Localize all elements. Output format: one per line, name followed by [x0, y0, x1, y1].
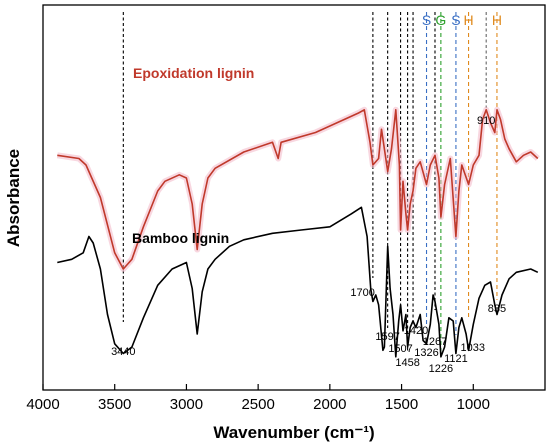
- peak-label-1597: 1597: [375, 331, 399, 343]
- peak-label-3440: 3440: [111, 346, 135, 358]
- spectra-curves: [56, 106, 540, 358]
- x-tick-label-1000: 1000: [457, 396, 490, 413]
- series-line-bamboo: [57, 206, 539, 358]
- x-tick-label-4000: 4000: [26, 396, 59, 413]
- x-axis-title: Wavenumber (cm⁻¹): [213, 423, 374, 442]
- peak-label-1458: 1458: [395, 357, 419, 369]
- x-tick-label-1500: 1500: [385, 396, 418, 413]
- peak-label-1121: 1121: [444, 353, 468, 365]
- peak-label-1033: 1033: [461, 342, 485, 354]
- band-label-s-2: S: [451, 12, 460, 28]
- x-tick-label-3500: 3500: [98, 396, 131, 413]
- peak-label-835: 835: [488, 303, 506, 315]
- x-tick-label-2000: 2000: [313, 396, 346, 413]
- peak-label-1226: 1226: [429, 363, 453, 375]
- series-label-epoxidation: Epoxidation lignin: [133, 65, 254, 81]
- peak-label-1700: 1700: [350, 287, 374, 299]
- x-tick-label-3000: 3000: [170, 396, 203, 413]
- peak-label-910: 910: [477, 115, 495, 127]
- band-label-h-3: H: [463, 12, 473, 28]
- band-label-g-1: G: [435, 12, 446, 28]
- band-label-s-0: S: [422, 12, 431, 28]
- series-line-epoxidation: [57, 109, 539, 270]
- series-halo-epoxidation: [56, 106, 540, 272]
- plot-frame: [42, 4, 546, 391]
- peak-label-1420: 1420: [404, 325, 428, 337]
- series-label-bamboo: Bamboo lignin: [132, 230, 229, 246]
- y-axis-title: Absorbance: [4, 149, 23, 247]
- peak-label-1326: 1326: [414, 347, 438, 359]
- band-label-h-4: H: [492, 12, 502, 28]
- x-tick-label-2500: 2500: [241, 396, 274, 413]
- peak-label-1507: 1507: [388, 343, 412, 355]
- peak-label-1267: 1267: [423, 336, 447, 348]
- x-axis-ticks: 4000 3500 3000 2500 2000 1500 1000: [26, 384, 490, 413]
